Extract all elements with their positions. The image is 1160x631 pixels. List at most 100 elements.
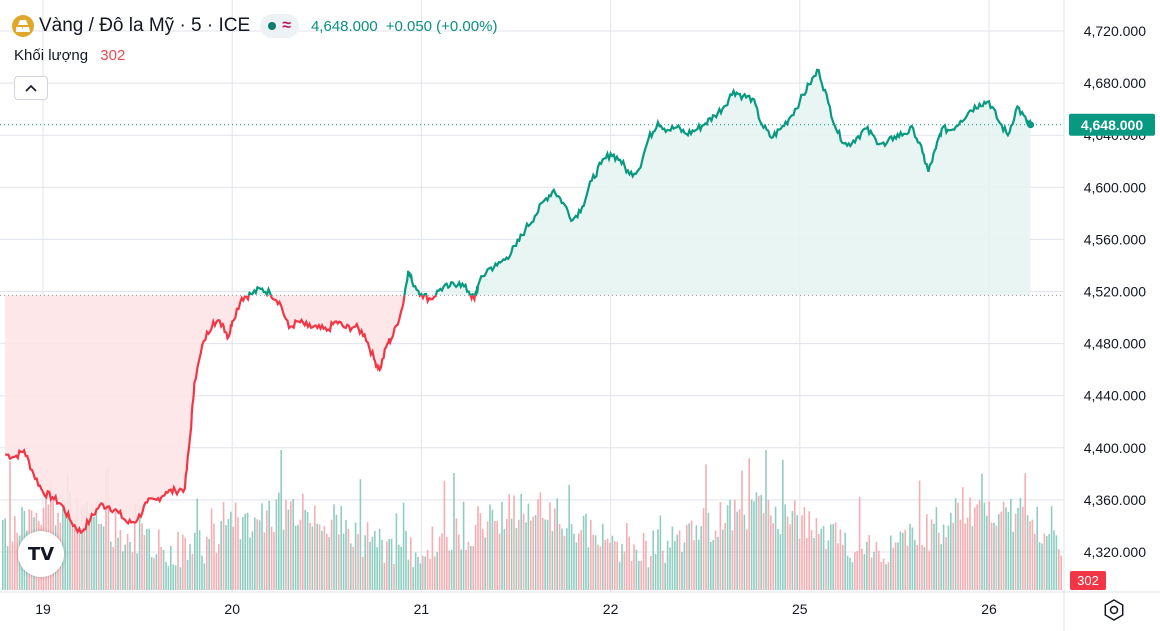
volume-bar [604, 540, 606, 590]
volume-bar [945, 537, 947, 590]
volume-bar [753, 501, 755, 590]
volume-bar [470, 546, 472, 590]
volume-bar [534, 515, 537, 590]
volume-bar [196, 498, 198, 590]
volume-bar [309, 522, 311, 590]
settings-gear-icon[interactable] [1103, 599, 1125, 621]
volume-bar [760, 494, 762, 590]
volume-bar [851, 562, 854, 590]
volume-bar [700, 526, 702, 590]
wave-icon: ≈ [282, 17, 291, 34]
volume-bar [122, 551, 124, 590]
volume-bar [1029, 521, 1031, 590]
volume-bar [366, 522, 369, 590]
volume-bar [362, 556, 364, 590]
volume-bar [261, 503, 263, 590]
volume-bar [983, 502, 986, 590]
volume-bar [177, 531, 179, 590]
volume-bar [873, 551, 875, 590]
volume-bar [251, 531, 254, 590]
volume-bar [390, 538, 393, 590]
x-tick-label: 20 [224, 601, 240, 617]
volume-bar [66, 474, 69, 590]
volume-bar [518, 519, 520, 590]
volume-bar [81, 508, 83, 590]
volume-bar [590, 519, 592, 590]
volume-bar [126, 533, 129, 590]
volume-bar [810, 530, 813, 590]
volume-bar [112, 546, 114, 590]
volume-bar [952, 522, 954, 590]
volume-bar [369, 541, 371, 590]
volume-bar [179, 567, 182, 590]
volume-badge[interactable] [1070, 571, 1106, 590]
volume-bar [942, 524, 945, 590]
volume-bar [798, 538, 801, 590]
volume-bar [858, 496, 861, 590]
volume-bar [472, 546, 474, 590]
tradingview-logo-icon[interactable]: TV [18, 531, 64, 577]
volume-bar [189, 544, 191, 590]
volume-bar [412, 567, 414, 590]
volume-legend[interactable]: Khối lượng 302 [14, 47, 125, 64]
market-status-pill[interactable]: ≈ [260, 14, 299, 38]
volume-bar [503, 529, 506, 590]
volume-bar [340, 506, 342, 590]
volume-bar [302, 493, 304, 590]
last-price: 4,648.000 [310, 17, 378, 35]
volume-bar [974, 507, 976, 590]
volume-bar [268, 500, 270, 590]
y-tick-label: 4,600.000 [1084, 179, 1146, 195]
volume-bar [496, 521, 498, 590]
volume-bar [885, 564, 887, 590]
volume-bar [897, 542, 899, 590]
volume-bar [110, 541, 112, 590]
volume-bar [225, 525, 227, 590]
volume-bar [273, 531, 275, 590]
volume-bar [707, 512, 710, 590]
collapse-legend-button[interactable] [14, 76, 48, 100]
volume-bar [71, 523, 74, 590]
volume-bar [554, 508, 556, 590]
volume-bar [765, 450, 767, 590]
volume-bar [741, 470, 743, 590]
volume-bar [304, 509, 306, 590]
volume-bar [297, 524, 299, 590]
volume-bar [141, 523, 143, 590]
volume-bar [1043, 533, 1046, 590]
volume-bar [354, 522, 357, 590]
volume-bar [328, 537, 330, 590]
last-price-badge[interactable] [1069, 113, 1155, 136]
symbol-title[interactable]: Vàng / Đô la Mỹ · 5 · ICE [39, 15, 251, 36]
volume-bar [249, 537, 251, 590]
volume-label: Khối lượng [14, 47, 89, 64]
volume-bar [282, 529, 285, 590]
volume-bar [854, 552, 856, 590]
volume-bar [1053, 530, 1055, 590]
volume-bar [107, 467, 110, 590]
y-tick-label: 4,720.000 [1084, 23, 1146, 39]
volume-bar [750, 499, 753, 590]
volume-bar [266, 510, 268, 590]
volume-bar [712, 540, 714, 590]
volume-bar [820, 528, 822, 590]
gold-bars-icon[interactable] [12, 15, 34, 37]
volume-bar [808, 511, 810, 590]
time-axis[interactable]: 19 20 21 22 25 26 [35, 601, 997, 617]
volume-bar [64, 502, 66, 590]
volume-bar [246, 512, 249, 590]
volume-bar [784, 504, 786, 590]
volume-bar [455, 518, 458, 590]
volume-bar [532, 516, 534, 590]
volume-bar [316, 523, 318, 590]
volume-bar [105, 469, 107, 590]
volume-bar [352, 546, 354, 590]
volume-bar [278, 492, 280, 590]
volume-bar [206, 536, 208, 590]
volume-bar [578, 533, 580, 590]
volume-bar [832, 523, 834, 590]
volume-bar [417, 556, 419, 590]
volume-bar [971, 526, 974, 590]
price-axis[interactable]: 4,720.0004,680.0004,640.0004,600.0004,56… [1069, 23, 1155, 590]
